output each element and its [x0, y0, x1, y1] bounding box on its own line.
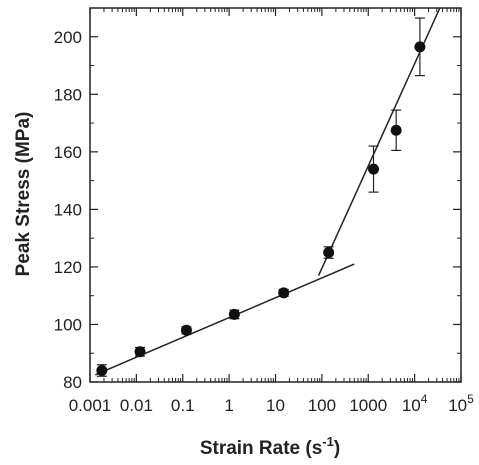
x-tick-label: 10	[266, 396, 285, 415]
x-axis-title-close: )	[334, 438, 340, 459]
x-axis-title-main: Strain Rate (s	[200, 438, 322, 459]
axis-ticks	[89, 8, 462, 383]
data-point	[278, 287, 290, 299]
x-tick-label-base: 10	[266, 396, 285, 415]
x-tick-labels: 0.001 0.01 0.1 1 10 100 1000 104 105	[69, 392, 474, 415]
plot-frame	[89, 7, 462, 383]
y-tick-label: 80	[63, 373, 82, 392]
x-tick-label: 105	[448, 392, 474, 415]
x-tick-label-base: 0.01	[120, 396, 153, 415]
y-tick-label: 100	[54, 315, 82, 334]
data-point	[228, 308, 240, 320]
data-point	[180, 324, 192, 336]
x-axis-title: Strain Rate (s-1)	[200, 434, 340, 459]
fit-line	[94, 263, 355, 376]
data-point	[323, 247, 335, 259]
y-tick-label: 140	[54, 200, 82, 219]
data-point	[134, 346, 146, 358]
data-points	[96, 41, 426, 376]
y-tick-label: 120	[54, 258, 82, 277]
x-tick-label-base: 0.1	[171, 396, 195, 415]
y-tick-label: 160	[54, 143, 82, 162]
x-tick-label: 0.01	[120, 396, 153, 415]
x-tick-label: 104	[402, 392, 428, 415]
x-tick-label: 0.001	[69, 396, 112, 415]
data-point	[96, 364, 108, 376]
error-bars	[96, 17, 425, 377]
x-axis-title-superscript: -1	[322, 434, 334, 449]
y-tick-label: 180	[54, 85, 82, 104]
x-tick-label-base: 0.001	[69, 396, 112, 415]
x-tick-label-exponent: 4	[421, 392, 428, 406]
x-tick-label-exponent: 5	[467, 392, 474, 406]
data-point	[368, 163, 380, 175]
data-point	[414, 41, 426, 53]
y-axis-title: Peak Stress (MPa)	[13, 112, 34, 277]
y-tick-label: 200	[54, 28, 82, 47]
x-tick-label-base: 1000	[349, 396, 387, 415]
x-tick-label-base: 1	[224, 396, 233, 415]
x-tick-label: 0.1	[171, 396, 195, 415]
x-tick-label-base: 100	[308, 396, 336, 415]
x-tick-label-base: 10	[448, 396, 467, 415]
x-tick-label: 1	[224, 396, 233, 415]
x-tick-label-base: 10	[402, 396, 421, 415]
data-point	[390, 124, 402, 136]
x-tick-label: 1000	[349, 396, 387, 415]
x-tick-label: 100	[308, 396, 336, 415]
y-tick-labels: 80 100 120 140 160 180 200	[54, 28, 82, 392]
fit-lines	[94, 7, 441, 376]
